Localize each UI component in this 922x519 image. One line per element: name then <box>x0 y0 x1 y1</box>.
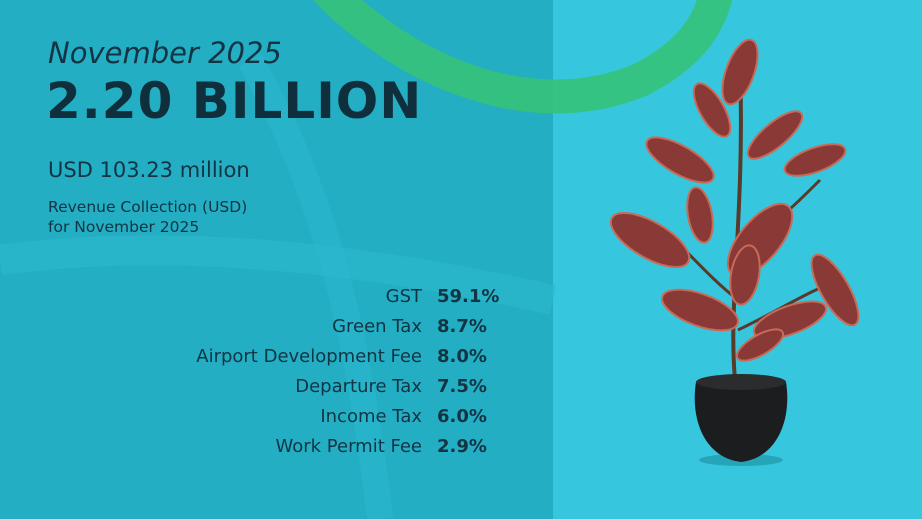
breakdown-row: GST 59.1% <box>0 286 553 312</box>
row-label: Airport Development Fee <box>196 346 422 367</box>
row-label: Green Tax <box>332 316 422 337</box>
breakdown-row: Income Tax 6.0% <box>0 406 553 432</box>
row-label: GST <box>385 286 422 307</box>
row-share: 8.0% <box>437 346 487 367</box>
headline-value: 2.20 BILLION <box>46 72 423 130</box>
usd-value: USD 103.23 million <box>48 158 250 182</box>
caption: Revenue Collection (USD) <box>48 198 248 216</box>
decor-band <box>238 53 393 519</box>
breakdown-row: Green Tax 8.7% <box>0 316 553 342</box>
row-share: 59.1% <box>437 286 500 307</box>
row-label: Work Permit Fee <box>275 436 422 457</box>
row-label: Income Tax <box>320 406 422 427</box>
row-share: 6.0% <box>437 406 487 427</box>
row-label: Departure Tax <box>295 376 422 397</box>
breakdown-row: Departure Tax 7.5% <box>0 376 553 402</box>
decor-band <box>0 235 557 315</box>
period: November 2025 <box>48 36 282 70</box>
green-arc <box>312 0 733 114</box>
breakdown-row: Work Permit Fee 2.9% <box>0 436 553 462</box>
row-share: 7.5% <box>437 376 487 397</box>
breakdown-row: Airport Development Fee 8.0% <box>0 346 553 372</box>
caption: for November 2025 <box>48 218 200 236</box>
row-share: 2.9% <box>437 436 487 457</box>
row-share: 8.7% <box>437 316 487 337</box>
plant <box>609 38 860 466</box>
